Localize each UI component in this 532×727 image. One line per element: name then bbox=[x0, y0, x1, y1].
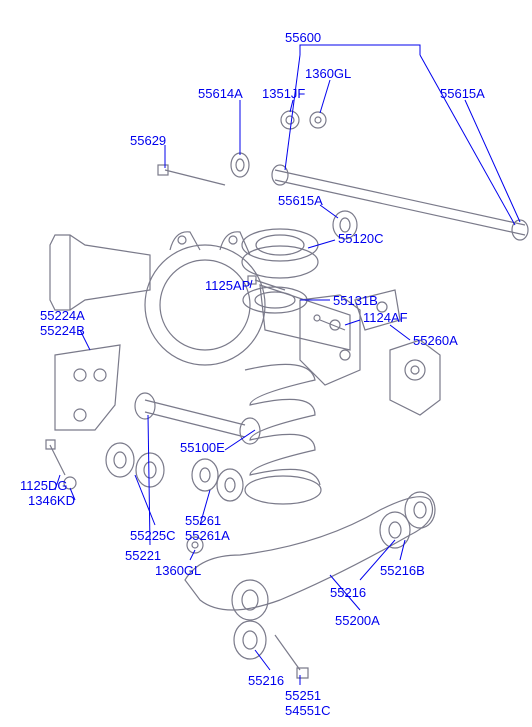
label-55131B: 55131B bbox=[333, 293, 378, 308]
label-55260A: 55260A bbox=[413, 333, 458, 348]
label-55600: 55600 bbox=[285, 30, 321, 45]
label-1360GL-a: 1360GL bbox=[305, 66, 351, 81]
bush-55225C bbox=[106, 443, 164, 487]
label-55200A: 55200A bbox=[335, 613, 380, 628]
label-55100E: 55100E bbox=[180, 440, 225, 455]
parts-diagram: 55600 1360GL 55614A 1351JF 55615A 55629 … bbox=[0, 0, 532, 727]
bolt-55629 bbox=[158, 165, 225, 185]
label-1124AF: 1124AF bbox=[363, 310, 408, 325]
bolt-1125DG bbox=[46, 440, 65, 475]
washer-1360GL-a bbox=[310, 112, 326, 128]
label-55120C: 55120C bbox=[338, 231, 384, 246]
label-55261A: 55261A bbox=[185, 528, 230, 543]
label-55614A: 55614A bbox=[198, 86, 243, 101]
washer-1351JF bbox=[281, 111, 299, 129]
label-55261: 55261 bbox=[185, 513, 221, 528]
label-55216B: 55216B bbox=[380, 563, 425, 578]
label-55629: 55629 bbox=[130, 133, 166, 148]
label-55216-b: 55216 bbox=[248, 673, 284, 688]
screw-1124AF bbox=[314, 315, 345, 330]
label-55615A-a: 55615A bbox=[440, 86, 485, 101]
label-1360GL-b: 1360GL bbox=[155, 563, 201, 578]
label-1346KD: 1346KD bbox=[28, 493, 75, 508]
label-55221: 55221 bbox=[125, 548, 161, 563]
lower-arm-55200A bbox=[185, 497, 433, 620]
label-55224A: 55224A bbox=[40, 308, 85, 323]
bolt-55251 bbox=[275, 635, 308, 678]
bush-55216-lower bbox=[234, 621, 266, 659]
spring-insulator bbox=[243, 287, 307, 313]
label-55251: 55251 bbox=[285, 688, 321, 703]
spring-seat-upper bbox=[242, 229, 318, 278]
bush-55261 bbox=[192, 459, 243, 501]
label-55225C: 55225C bbox=[130, 528, 176, 543]
label-55216-a: 55216 bbox=[330, 585, 366, 600]
bush-55614A bbox=[231, 153, 249, 177]
label-1125DG: 1125DG bbox=[20, 478, 67, 493]
label-1125AP: 1125AP bbox=[205, 278, 250, 293]
bush-55216B bbox=[380, 492, 435, 548]
label-54551C: 54551C bbox=[285, 703, 331, 718]
coil-spring bbox=[245, 364, 321, 504]
label-55615A-b: 55615A bbox=[278, 193, 323, 208]
label-1351JF: 1351JF bbox=[262, 86, 305, 101]
bracket-55224 bbox=[55, 345, 120, 430]
upper-arm-55221 bbox=[135, 393, 260, 444]
label-55224B: 55224B bbox=[40, 323, 85, 338]
